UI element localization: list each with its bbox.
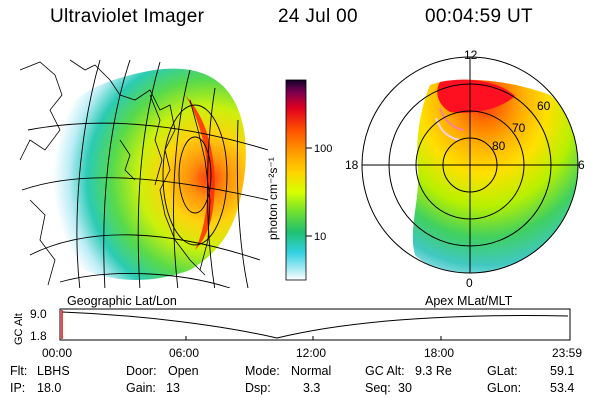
mode-label: Mode: xyxy=(245,364,280,378)
flt-label: Flt: xyxy=(10,364,28,378)
timeline-ytick-top: 9.0 xyxy=(30,307,47,321)
colorbar-tick-10: 10 xyxy=(314,231,326,243)
geo-grid xyxy=(21,59,268,288)
glat-label: GLat: xyxy=(487,364,518,378)
instrument-title: Ultraviolet Imager xyxy=(50,6,205,27)
polar-panel-label: Apex MLat/MLT xyxy=(425,294,513,308)
mlt-label-12: 12 xyxy=(464,48,478,62)
geo-coastlines xyxy=(19,59,211,286)
mlt-label-0: 0 xyxy=(466,276,473,290)
timeline-ytick-bottom: 1.8 xyxy=(30,329,47,343)
geographic-image-panel xyxy=(19,59,268,288)
gc-alt-value: 9.3 Re xyxy=(415,364,452,378)
geo-panel-label: Geographic Lat/Lon xyxy=(67,294,177,308)
glon-value: 53.4 xyxy=(550,381,575,395)
ip-label: IP: xyxy=(10,381,26,395)
glat-value: 59.1 xyxy=(550,364,575,378)
colorbar-tick-100: 100 xyxy=(314,143,332,155)
dsp-value: 3.3 xyxy=(303,381,321,395)
door-label: Door: xyxy=(126,364,157,378)
lat-label-60: 60 xyxy=(537,99,551,113)
geo-aurora-image xyxy=(38,68,246,280)
seq-value: 30 xyxy=(398,381,412,395)
time-label: 00:04:59 UT xyxy=(425,6,533,27)
timeline-xtick-1800: 18:00 xyxy=(424,346,454,360)
altitude-timeline: GC Alt 9.0 1.8 00:00 06:00 12:00 18:00 2… xyxy=(13,307,582,360)
timeline-xtick-2359: 23:59 xyxy=(552,346,582,360)
glon-label: GLon: xyxy=(487,381,522,395)
timeline-ticks xyxy=(185,336,442,340)
dsp-label: Dsp: xyxy=(245,381,271,395)
gc-alt-label: GC Alt: xyxy=(365,364,405,378)
polar-image-panel: 12 0 18 6 60 70 80 xyxy=(345,48,585,290)
polar-aurora-image xyxy=(412,79,578,273)
mlt-label-6: 6 xyxy=(578,158,585,172)
door-value: Open xyxy=(168,364,199,378)
timeline-xtick-0600: 06:00 xyxy=(169,346,199,360)
polar-grid xyxy=(361,56,579,274)
timeline-xtick-0000: 00:00 xyxy=(42,346,72,360)
timeline-xtick-1200: 12:00 xyxy=(296,346,326,360)
colorbar: 100 10 photon cm⁻²s⁻¹ xyxy=(266,79,332,281)
timeline-axis-label: GC Alt xyxy=(13,313,25,345)
timeline-altitude-curve xyxy=(61,311,569,339)
ip-value: 18.0 xyxy=(37,381,62,395)
date-label: 24 Jul 00 xyxy=(278,6,358,27)
seq-label: Seq: xyxy=(365,381,391,395)
lat-label-80: 80 xyxy=(492,139,506,153)
flt-value: LBHS xyxy=(37,364,70,378)
mode-value: Normal xyxy=(291,364,332,378)
timeline-frame xyxy=(59,308,571,341)
colorbar-unit-label: photon cm⁻²s⁻¹ xyxy=(266,157,280,240)
mlt-label-18: 18 xyxy=(345,158,359,172)
colorbar-gradient xyxy=(285,79,307,281)
gain-label: Gain: xyxy=(126,381,156,395)
lat-label-70: 70 xyxy=(512,121,526,135)
gain-value: 13 xyxy=(166,381,180,395)
geo-aurora-arc xyxy=(185,95,215,250)
